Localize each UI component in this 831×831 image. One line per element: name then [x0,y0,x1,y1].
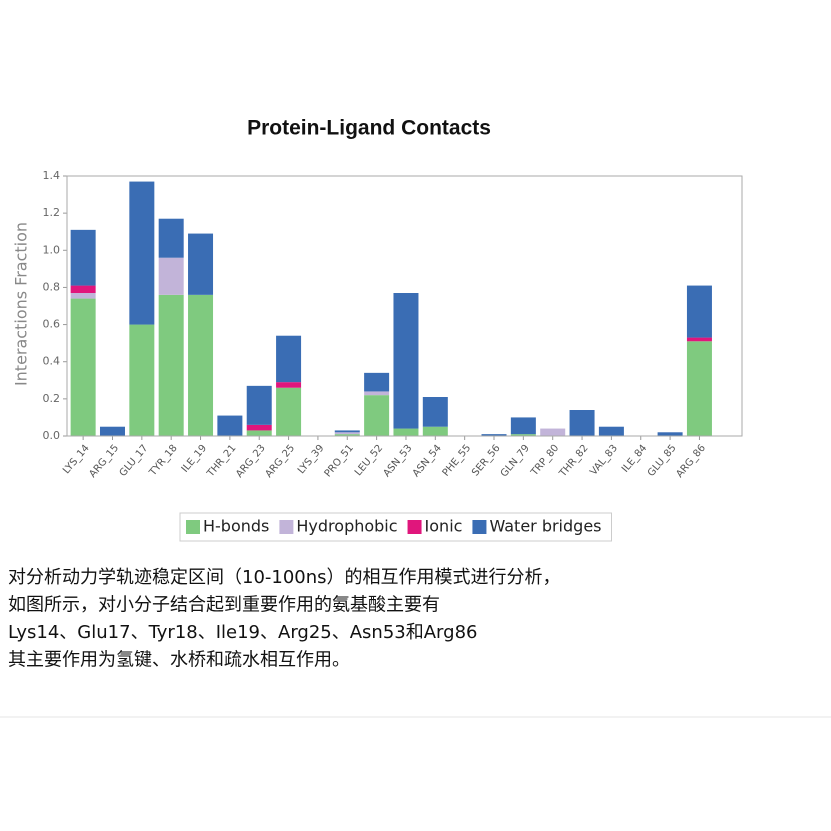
bar-segment [540,428,566,436]
bar-segment [99,426,125,436]
bar-segment [422,397,448,427]
bar-segment [276,382,302,388]
legend-label: Hydrophobic [296,517,397,536]
x-tick-label: THR_21 [205,443,239,480]
x-tick-label: GLN_79 [499,443,532,480]
x-tick-label: LEU_52 [353,443,385,478]
bar-segment [70,285,96,293]
legend [179,512,612,542]
y-tick-label: 0.0 [43,429,61,442]
bar-segment [393,428,419,436]
legend-label: Ionic [425,517,463,536]
x-tick-label: ARG_15 [87,443,121,480]
bar-segment [129,324,155,436]
y-tick-label: 1.2 [43,206,61,219]
chart-title: Protein-Ligand Contacts [247,117,491,140]
x-tick-label: LYS_39 [296,443,327,476]
bar-segment [70,229,96,286]
plot-frame [66,175,743,437]
x-tick-label: ASN_53 [381,443,414,479]
x-tick-label: SER_56 [470,443,502,479]
body-text: 如图所示，对小分子结合起到重要作用的氨基酸主要有 [8,595,440,616]
bar-segment [569,410,595,436]
bar-segment [217,415,243,436]
bar-segment [334,432,360,435]
bar-segment [276,335,302,383]
bar-segment [393,293,419,429]
x-tick-label: ILE_84 [620,443,649,475]
y-tick-label: 0.8 [43,280,61,293]
bar-segment [158,218,184,258]
bar-segment [70,293,96,299]
y-tick-label: 1.4 [43,169,61,182]
bar-segment [686,285,712,338]
bar-segment [686,337,712,342]
bar-segment [598,426,624,436]
bar-segment [364,395,390,436]
bar-segment [129,181,155,325]
bar-segment [364,372,390,392]
bar-segment [246,385,272,425]
bar-segment [481,434,507,436]
legend-swatch [279,520,294,534]
x-tick-label: ASN_54 [411,443,444,479]
x-tick-label: GLU_17 [118,443,151,479]
bar-segment [158,257,184,295]
bar-segment [657,432,683,436]
x-tick-label: TYR_18 [147,443,180,479]
body-text: Lys14、Glu17、Tyr18、Ile19、Arg25、Asn53和Arg8… [8,622,477,643]
x-tick-label: THR_82 [557,443,591,480]
bar-segment [422,426,448,436]
x-tick-label: PHE_55 [441,443,474,479]
legend-label: Water bridges [489,517,601,536]
bar-segment [70,298,96,436]
bar-segment [188,294,214,436]
x-tick-label: PRO_51 [323,443,356,480]
bar-segment [334,434,360,436]
bar-segment [276,387,302,436]
legend-label: H-bonds [203,517,269,536]
y-tick-label: 0.6 [43,318,61,331]
x-tick-label: ARG_25 [264,443,298,480]
legend-swatch [407,520,422,534]
legend-swatch [472,520,487,534]
bar-segment [510,434,536,436]
x-tick-label: ILE_19 [180,443,209,475]
y-axis-label: Interactions Fraction [12,222,31,386]
x-tick-label: VAL_83 [588,443,620,478]
bar-segment [158,294,184,436]
bar-segment [246,430,272,436]
y-tick-label: 1.0 [43,243,61,256]
bar-segment [334,430,360,433]
body-text: 对分析动力学轨迹稳定区间（10-100ns）的相互作用模式进行分析， [8,567,561,588]
bar-segment [364,391,390,396]
body-text: 其主要作用为氢键、水桥和疏水相互作用。 [8,650,350,671]
bar-segment [686,341,712,436]
y-tick-label: 0.2 [43,392,61,405]
x-tick-label: ARG_86 [674,443,708,480]
bar-segment [246,424,272,431]
bar-segment [510,417,536,435]
x-tick-label: LYS_14 [61,443,92,476]
x-tick-label: ARG_23 [234,443,268,480]
bar-segment [188,233,214,295]
y-tick-label: 0.4 [43,355,61,368]
legend-swatch [186,520,200,534]
x-tick-label: TRP_80 [529,443,562,479]
